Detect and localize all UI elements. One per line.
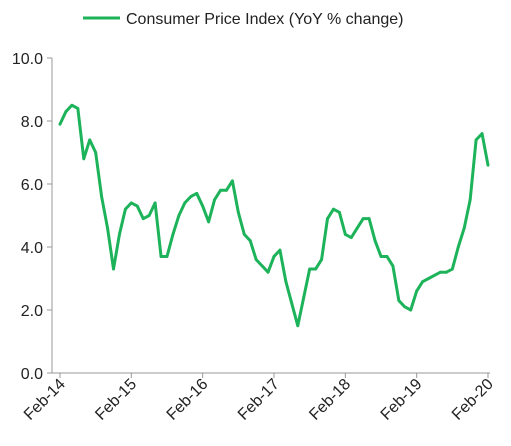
data-point: [123, 207, 127, 211]
x-tick-label: Feb-16: [164, 376, 212, 424]
y-tick-label: 10.0: [12, 51, 43, 68]
data-point: [415, 289, 419, 293]
data-point: [439, 270, 442, 274]
data-point: [326, 217, 329, 221]
data-point: [141, 217, 145, 221]
data-point: [355, 226, 359, 230]
data-point: [290, 302, 294, 306]
x-tick-label: Feb-15: [92, 376, 140, 424]
data-point: [100, 195, 104, 199]
data-point: [337, 210, 341, 214]
data-point: [189, 195, 193, 199]
data-point: [88, 138, 92, 142]
data-point: [468, 198, 472, 202]
data-point: [242, 233, 246, 236]
data-point: [219, 188, 222, 192]
y-tick-label: 0.0: [21, 366, 43, 383]
data-point: [349, 236, 353, 239]
data-point: [135, 204, 139, 208]
data-point: [296, 324, 300, 328]
data-point: [444, 270, 448, 274]
data-point: [171, 233, 175, 236]
data-point: [64, 110, 68, 113]
data-point: [379, 255, 383, 258]
data-point: [147, 214, 151, 217]
data-point: [421, 280, 425, 284]
data-point: [165, 255, 169, 258]
y-axis-ticks: 0.0 2.0 4.0 6.0 8.0 10.0: [12, 51, 52, 383]
data-point: [213, 198, 216, 202]
data-point: [320, 258, 323, 261]
data-point: [278, 248, 282, 252]
data-point: [58, 122, 62, 126]
data-points: [58, 103, 490, 328]
data-point: [480, 132, 484, 136]
x-tick-label: Feb-17: [235, 376, 283, 424]
data-point: [456, 245, 460, 249]
x-axis-ticks: Feb-14 Feb-15 Feb-16 Feb-17 Feb-18 Feb-19 Feb-…: [21, 373, 497, 424]
data-point: [266, 270, 270, 274]
data-point: [302, 296, 306, 299]
x-tick-label: Feb-20: [449, 376, 497, 424]
y-tick-label: 4.0: [21, 240, 43, 257]
data-point: [332, 207, 335, 211]
data-point: [409, 308, 413, 312]
data-point: [433, 273, 436, 277]
data-point: [118, 233, 121, 236]
y-tick-label: 2.0: [21, 303, 43, 320]
data-point: [385, 255, 389, 258]
data-point: [284, 280, 288, 284]
cpi-series-line: [58, 103, 490, 328]
data-point: [450, 267, 454, 271]
x-tick-label: Feb-18: [306, 376, 354, 424]
data-point: [183, 201, 187, 205]
y-tick-label: 8.0: [21, 114, 43, 131]
data-point: [474, 138, 478, 142]
data-point: [94, 151, 98, 154]
data-point: [361, 217, 365, 221]
data-point: [367, 217, 371, 221]
data-point: [397, 299, 401, 302]
data-point: [462, 226, 466, 230]
data-point: [272, 255, 276, 258]
data-point: [82, 157, 86, 161]
legend: Consumer Price Index (YoY % change): [83, 11, 403, 28]
data-point: [308, 267, 312, 271]
data-point: [230, 179, 234, 183]
data-point: [76, 107, 80, 110]
data-point: [254, 258, 258, 261]
data-point: [314, 267, 318, 271]
x-tick-label: Feb-19: [378, 376, 426, 424]
y-tick-label: 6.0: [21, 177, 43, 194]
data-point: [427, 277, 430, 280]
data-point: [343, 233, 347, 236]
data-point: [153, 201, 157, 205]
data-point: [129, 201, 133, 205]
data-point: [159, 255, 163, 258]
data-point: [106, 226, 109, 230]
data-point: [260, 264, 264, 268]
data-point: [391, 264, 395, 268]
data-point: [486, 163, 490, 167]
data-point: [70, 103, 74, 107]
data-point: [403, 305, 407, 309]
data-point: [201, 204, 205, 208]
data-point: [225, 188, 228, 192]
data-point: [177, 214, 181, 217]
data-point: [236, 210, 240, 214]
data-point: [373, 239, 377, 243]
data-point: [195, 192, 199, 195]
legend-label: Consumer Price Index (YoY % change): [126, 11, 403, 28]
data-point: [207, 220, 211, 224]
data-point: [248, 239, 252, 243]
data-point: [112, 267, 115, 271]
